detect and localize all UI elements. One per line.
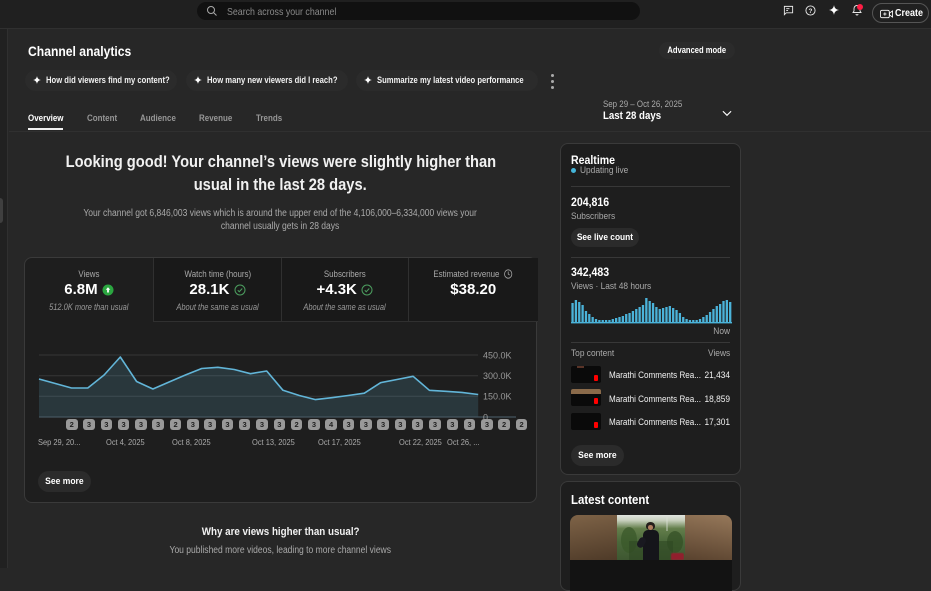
svg-text:300.0K: 300.0K — [483, 371, 512, 381]
svg-text:?: ? — [809, 8, 813, 15]
svg-text:150.0K: 150.0K — [483, 392, 512, 402]
svg-text:0: 0 — [483, 413, 488, 423]
svg-text:450.0K: 450.0K — [483, 351, 512, 361]
